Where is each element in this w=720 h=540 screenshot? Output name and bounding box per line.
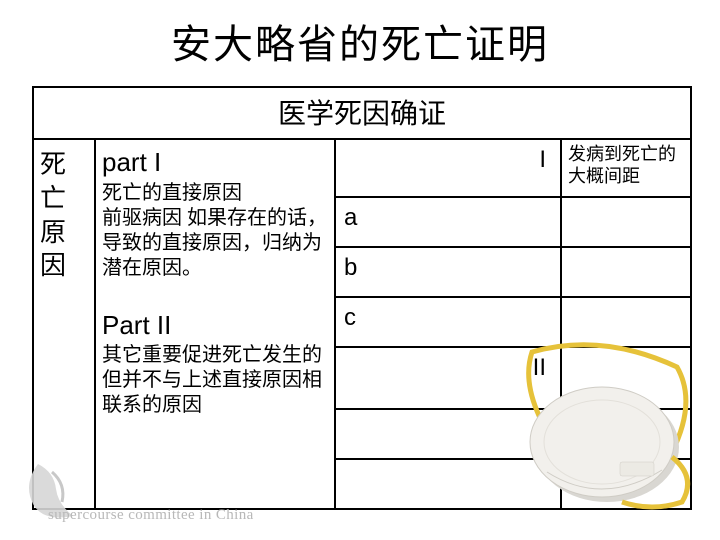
row-blank-1-main xyxy=(336,410,560,458)
certificate-table: 医学死因确证 死亡原因 part I 死亡的直接原因 前驱病因 如果存在的话，导… xyxy=(32,86,692,510)
part1-line2: 前驱病因 如果存在的话，导致的直接原因，归纳为潜在原因。 xyxy=(102,206,330,281)
row-blank-1 xyxy=(336,410,690,460)
row-b-label: b xyxy=(336,248,560,296)
row-I-label: I xyxy=(336,140,560,196)
part2-line1: 其它重要促进死亡发生的但并不与上述直接原因相联系的原因 xyxy=(102,343,330,418)
row-c-note xyxy=(560,298,690,346)
row-a-note xyxy=(560,198,690,246)
row-II: II xyxy=(336,348,690,410)
col-description: part I 死亡的直接原因 前驱病因 如果存在的话，导致的直接原因，归纳为潜在… xyxy=(96,140,336,508)
col-right: I 发病到死亡的大概间距 a b c II xyxy=(336,140,690,508)
spacer xyxy=(102,281,330,309)
row-II-note xyxy=(560,348,690,408)
spacer xyxy=(102,418,330,452)
row-blank-2-note xyxy=(560,460,690,508)
page-title: 安大略省的死亡证明 xyxy=(0,0,720,78)
row-blank-2-main xyxy=(336,460,560,508)
table-header: 医学死因确证 xyxy=(34,88,690,140)
watermark-text: supercourse committee in China xyxy=(48,507,254,524)
slide: 安大略省的死亡证明 医学死因确证 死亡原因 part I 死亡的直接原因 前驱病… xyxy=(0,0,720,540)
row-II-label: II xyxy=(336,348,560,408)
row-blank-2 xyxy=(336,460,690,508)
row-I-note: 发病到死亡的大概间距 xyxy=(560,140,690,196)
part1-line1: 死亡的直接原因 xyxy=(102,181,330,206)
row-I: I 发病到死亡的大概间距 xyxy=(336,140,690,198)
row-b-note xyxy=(560,248,690,296)
row-blank-1-note xyxy=(560,410,690,458)
row-c: c xyxy=(336,298,690,348)
row-a: a xyxy=(336,198,690,248)
table-body: 死亡原因 part I 死亡的直接原因 前驱病因 如果存在的话，导致的直接原因，… xyxy=(34,140,690,508)
part1-head: part I xyxy=(102,146,330,179)
row-a-label: a xyxy=(336,198,560,246)
row-b: b xyxy=(336,248,690,298)
col-cause-label: 死亡原因 xyxy=(34,140,96,508)
cause-label-text: 死亡原因 xyxy=(40,150,66,280)
row-c-label: c xyxy=(336,298,560,346)
part2-head: Part II xyxy=(102,309,330,342)
